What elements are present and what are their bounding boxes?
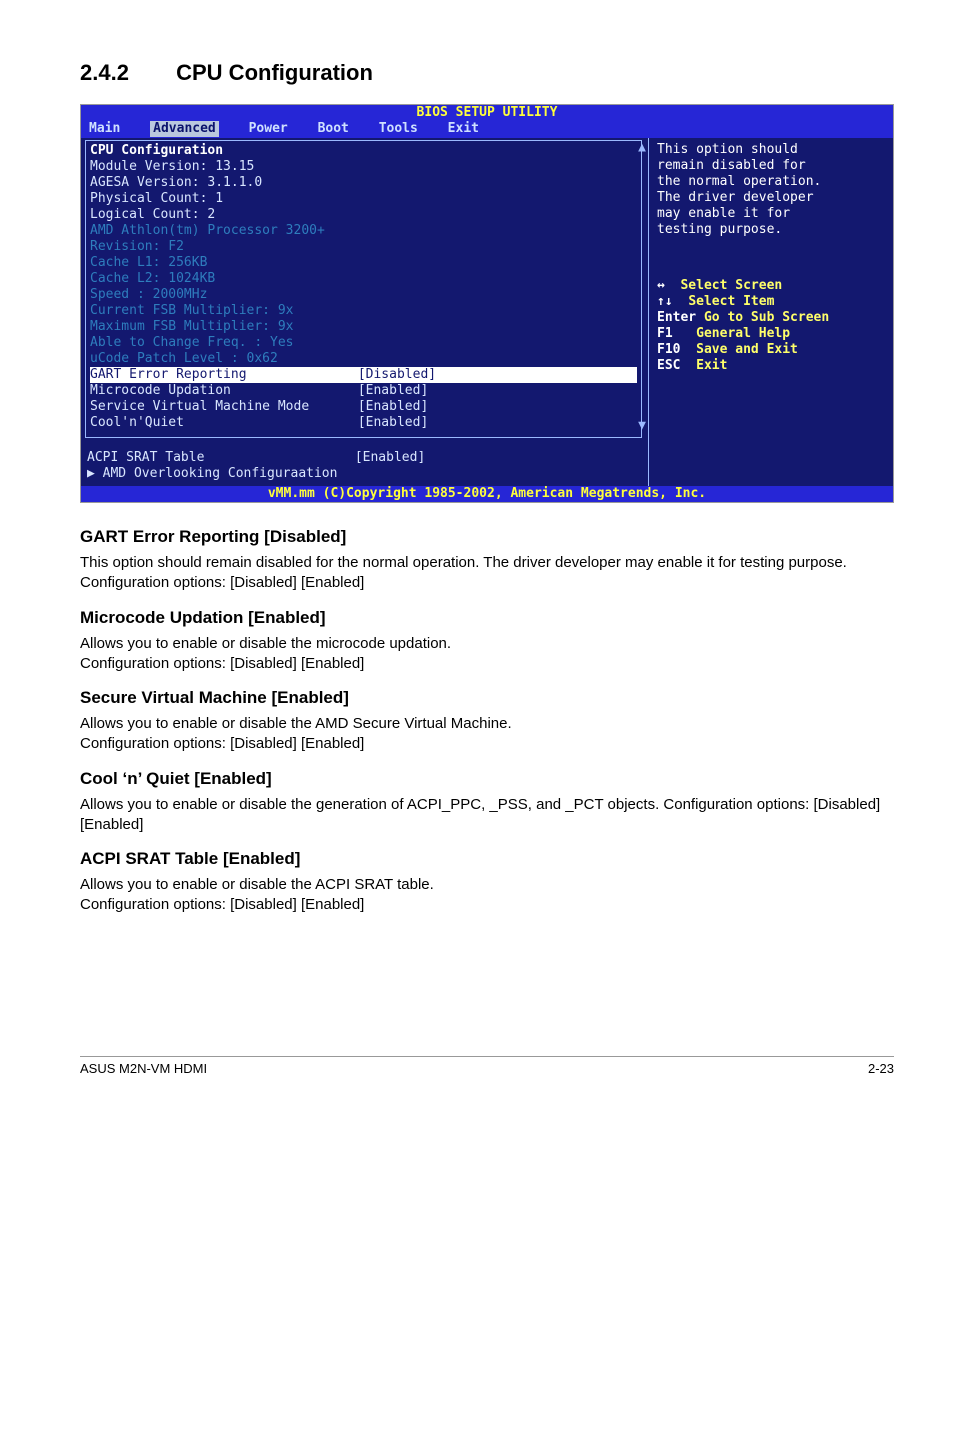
subsection-body: Allows you to enable or disable the ACPI… <box>80 875 894 916</box>
scroll-down-icon: ▼ <box>638 418 646 434</box>
bios-dim-line: Speed : 2000MHz <box>90 287 637 303</box>
bios-static-line: AGESA Version: 3.1.1.0 <box>90 175 637 191</box>
bios-nav-line: ↔ Select Screen <box>657 278 887 294</box>
subsection-heading: GART Error Reporting [Disabled] <box>80 527 894 547</box>
bios-item-label: Microcode Updation <box>90 383 350 399</box>
subsection: Microcode Updation [Enabled] Allows you … <box>80 608 894 675</box>
bios-dim-line: Cache L2: 1024KB <box>90 271 637 287</box>
bios-dim-line: Revision: F2 <box>90 239 637 255</box>
subsection-body: Allows you to enable or disable the micr… <box>80 634 894 675</box>
bios-item-value: [Disabled] <box>358 367 436 382</box>
footer-left: ASUS M2N-VM HDMI <box>80 1061 207 1076</box>
bios-item-coolnquiet[interactable]: Cool'n'Quiet [Enabled] <box>90 415 637 431</box>
bios-menu-boot[interactable]: Boot <box>318 121 349 137</box>
subsection-heading: Secure Virtual Machine [Enabled] <box>80 688 894 708</box>
bios-static-line: Logical Count: 2 <box>90 207 637 223</box>
bios-dim-line: Able to Change Freq. : Yes <box>90 335 637 351</box>
bios-item-value: [Enabled] <box>358 383 428 398</box>
bios-menu-exit[interactable]: Exit <box>448 121 479 137</box>
section-title: CPU Configuration <box>176 60 373 85</box>
bios-nav-line: Enter Go to Sub Screen <box>657 310 887 326</box>
bios-help-line: the normal operation. <box>657 174 887 190</box>
section-number: 2.4.2 <box>80 60 170 86</box>
subsection: GART Error Reporting [Disabled] This opt… <box>80 527 894 594</box>
bios-menu-main[interactable]: Main <box>89 121 120 137</box>
bios-menu-power[interactable]: Power <box>249 121 288 137</box>
bios-dim-line: Current FSB Multiplier: 9x <box>90 303 637 319</box>
bios-dim-line: Cache L1: 256KB <box>90 255 637 271</box>
section-heading: 2.4.2 CPU Configuration <box>80 60 894 86</box>
bios-nav-line: F1 General Help <box>657 326 887 342</box>
bios-footer: vMM.mm (C)Copyright 1985-2002, American … <box>81 486 893 502</box>
subsection: Cool ‘n’ Quiet [Enabled] Allows you to e… <box>80 769 894 836</box>
bios-item-label: ▶ AMD Overlooking Configuraation <box>87 466 337 481</box>
subsection: ACPI SRAT Table [Enabled] Allows you to … <box>80 849 894 916</box>
bios-help-line: The driver developer <box>657 190 887 206</box>
bios-item-gart[interactable]: GART Error Reporting [Disabled] <box>90 367 637 383</box>
bios-help-line: may enable it for <box>657 206 887 222</box>
bios-item-microcode[interactable]: Microcode Updation [Enabled] <box>90 383 637 399</box>
bios-item-label: Service Virtual Machine Mode <box>90 399 350 415</box>
subsection-body: Allows you to enable or disable the AMD … <box>80 714 894 755</box>
bios-help-line: remain disabled for <box>657 158 887 174</box>
bios-menubar: Main Advanced Power Boot Tools Exit <box>81 121 893 138</box>
bios-static-line: Module Version: 13.15 <box>90 159 637 175</box>
bios-item-label: ACPI SRAT Table <box>87 450 347 466</box>
scroll-up-icon: ▲ <box>638 140 646 156</box>
page-footer: ASUS M2N-VM HDMI 2-23 <box>80 1056 894 1076</box>
bios-static-line: Physical Count: 1 <box>90 191 637 207</box>
bios-item-value: [Enabled] <box>355 450 425 465</box>
bios-item-value: [Enabled] <box>358 399 428 414</box>
subsection-heading: Cool ‘n’ Quiet [Enabled] <box>80 769 894 789</box>
subsection-body: This option should remain disabled for t… <box>80 553 894 594</box>
bios-item-label: GART Error Reporting <box>90 367 350 383</box>
bios-box-header: CPU Configuration <box>90 143 637 159</box>
bios-screenshot: BIOS SETUP UTILITY Main Advanced Power B… <box>80 104 894 503</box>
bios-item-svm[interactable]: Service Virtual Machine Mode [Enabled] <box>90 399 637 415</box>
bios-dim-line: AMD Athlon(tm) Processor 3200+ <box>90 223 637 239</box>
bios-item-value: [Enabled] <box>358 415 428 430</box>
bios-config-box: CPU Configuration Module Version: 13.15 … <box>85 140 642 438</box>
bios-left-pane: ▲ ▼ CPU Configuration Module Version: 13… <box>81 138 648 486</box>
subsection-heading: Microcode Updation [Enabled] <box>80 608 894 628</box>
bios-item-label: Cool'n'Quiet <box>90 415 350 431</box>
subsection-heading: ACPI SRAT Table [Enabled] <box>80 849 894 869</box>
bios-title: BIOS SETUP UTILITY <box>81 105 893 121</box>
bios-menu-advanced[interactable]: Advanced <box>150 121 219 137</box>
bios-nav-line: F10 Save and Exit <box>657 342 887 358</box>
bios-dim-line: uCode Patch Level : 0x62 <box>90 351 637 367</box>
bios-right-pane: This option should remain disabled for t… <box>648 138 893 486</box>
footer-right: 2-23 <box>868 1061 894 1076</box>
bios-menu-tools[interactable]: Tools <box>379 121 418 137</box>
bios-help-line: This option should <box>657 142 887 158</box>
bios-nav-line: ESC Exit <box>657 358 887 374</box>
subsection-body: Allows you to enable or disable the gene… <box>80 795 894 836</box>
bios-dim-line: Maximum FSB Multiplier: 9x <box>90 319 637 335</box>
subsection: Secure Virtual Machine [Enabled] Allows … <box>80 688 894 755</box>
bios-help-line: testing purpose. <box>657 222 887 238</box>
bios-nav-line: ↑↓ Select Item <box>657 294 887 310</box>
bios-item-acpi-srat[interactable]: ACPI SRAT Table [Enabled] <box>87 450 642 466</box>
bios-item-amd-oc[interactable]: ▶ AMD Overlooking Configuraation <box>87 466 642 482</box>
